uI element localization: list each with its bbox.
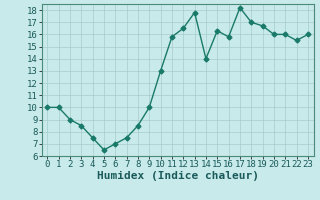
X-axis label: Humidex (Indice chaleur): Humidex (Indice chaleur): [97, 171, 259, 181]
